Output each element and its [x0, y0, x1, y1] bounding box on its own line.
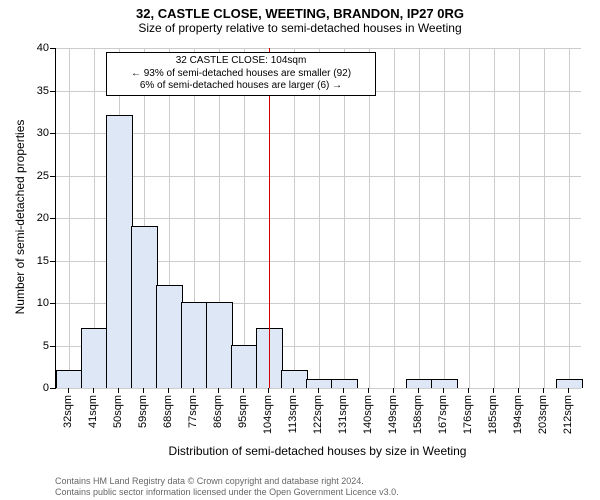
- x-tick-label: 167sqm: [437, 395, 449, 434]
- histogram-bar: [256, 328, 283, 389]
- histogram-bar: [281, 370, 308, 388]
- x-tick-label: 176sqm: [462, 395, 474, 434]
- y-tick-label: 20: [37, 212, 49, 224]
- x-tick-label: 104sqm: [262, 395, 274, 434]
- x-tick-label: 86sqm: [212, 395, 224, 428]
- x-tick-label: 140sqm: [362, 395, 374, 434]
- y-tick-label: 25: [37, 170, 49, 182]
- annotation-line-2: ← 93% of semi-detached houses are smalle…: [131, 68, 351, 79]
- histogram-bar: [81, 328, 108, 389]
- y-tick-label: 10: [37, 297, 49, 309]
- x-axis-label: Distribution of semi-detached houses by …: [158, 444, 478, 458]
- annotation-line-1: 32 CASTLE CLOSE: 104sqm: [176, 55, 307, 66]
- x-tick-label: 149sqm: [387, 395, 399, 434]
- histogram-chart: 32, CASTLE CLOSE, WEETING, BRANDON, IP27…: [0, 0, 600, 500]
- footer-line-2: Contains public sector information licen…: [55, 487, 399, 497]
- histogram-bar: [331, 379, 358, 389]
- y-tick-label: 40: [37, 42, 49, 54]
- chart-subtitle: Size of property relative to semi-detach…: [0, 21, 600, 35]
- histogram-bar: [181, 302, 208, 388]
- plot-area: 32 CASTLE CLOSE: 104sqm ← 93% of semi-det…: [55, 48, 581, 389]
- x-tick-label: 122sqm: [312, 395, 324, 434]
- x-tick-label: 68sqm: [162, 395, 174, 428]
- y-axis-label: Number of semi-detached properties: [13, 117, 27, 317]
- x-tick-label: 203sqm: [537, 395, 549, 434]
- x-tick-label: 95sqm: [237, 395, 249, 428]
- x-tick-label: 50sqm: [112, 395, 124, 428]
- histogram-bar: [131, 226, 158, 389]
- reference-line: [269, 48, 270, 388]
- x-tick-label: 59sqm: [137, 395, 149, 428]
- x-tick-label: 131sqm: [337, 395, 349, 434]
- annotation-box: 32 CASTLE CLOSE: 104sqm ← 93% of semi-det…: [106, 52, 376, 96]
- histogram-bar: [156, 285, 183, 388]
- x-tick-label: 77sqm: [187, 395, 199, 428]
- histogram-bar: [106, 115, 133, 388]
- histogram-bar: [406, 379, 433, 389]
- x-tick-label: 41sqm: [87, 395, 99, 428]
- x-tick-label: 194sqm: [512, 395, 524, 434]
- x-tick-label: 212sqm: [562, 395, 574, 434]
- y-tick-label: 15: [37, 255, 49, 267]
- footer-attribution: Contains HM Land Registry data © Crown c…: [0, 476, 600, 498]
- x-tick-label: 113sqm: [287, 395, 299, 433]
- chart-title: 32, CASTLE CLOSE, WEETING, BRANDON, IP27…: [0, 0, 600, 21]
- histogram-bar: [431, 379, 458, 389]
- y-tick-label: 5: [43, 340, 49, 352]
- histogram-bar: [56, 370, 83, 388]
- y-tick-label: 35: [37, 85, 49, 97]
- x-tick-label: 185sqm: [487, 395, 499, 434]
- histogram-bar: [306, 379, 333, 389]
- footer-line-1: Contains HM Land Registry data © Crown c…: [55, 476, 364, 486]
- y-tick-label: 0: [43, 382, 49, 394]
- annotation-line-3: 6% of semi-detached houses are larger (6…: [140, 80, 342, 91]
- x-tick-label: 158sqm: [412, 395, 424, 434]
- x-tick-label: 32sqm: [62, 395, 74, 428]
- histogram-bar: [206, 302, 233, 388]
- histogram-bar: [231, 345, 258, 389]
- histogram-bar: [556, 379, 583, 389]
- y-tick-label: 30: [37, 127, 49, 139]
